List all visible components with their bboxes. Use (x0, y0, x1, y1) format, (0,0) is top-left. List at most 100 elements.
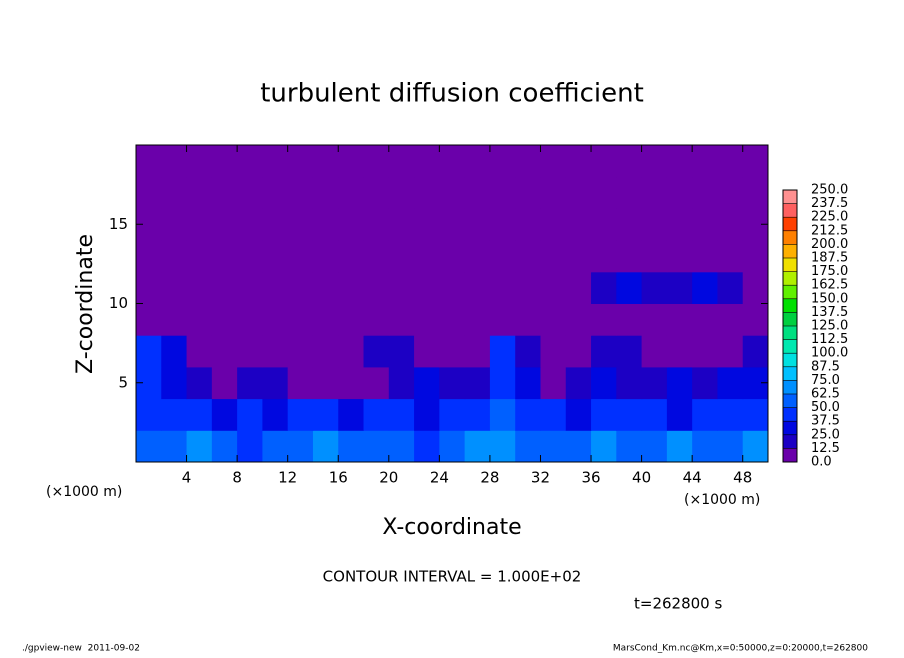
heatmap-cell (211, 208, 238, 241)
heatmap-cell (161, 303, 188, 336)
colorbar-frame (782, 189, 798, 463)
heatmap-cell (439, 303, 466, 336)
y-tick-label: 15 (109, 215, 128, 233)
colorbar-swatch (783, 326, 797, 340)
x-tick-label: 48 (733, 469, 752, 487)
heatmap-cell (161, 398, 188, 431)
heatmap-cell (692, 335, 718, 368)
colorbar-swatch (783, 380, 797, 394)
heatmap-cell (414, 303, 440, 336)
heatmap-cell (515, 335, 541, 368)
heatmap-cell (287, 271, 314, 304)
heatmap-cell (388, 271, 415, 304)
heatmap-cell (565, 366, 592, 400)
heatmap-cell (565, 335, 592, 368)
heatmap-cell (237, 303, 263, 336)
heatmap-cell (616, 271, 643, 304)
heatmap-cell (287, 335, 314, 368)
heatmap-cell (161, 335, 188, 368)
heatmap-cell (338, 176, 365, 209)
heatmap-cell (489, 208, 516, 241)
heatmap-cell (641, 398, 668, 431)
heatmap-cell (312, 366, 339, 400)
heatmap-cell (742, 145, 769, 178)
heatmap-cell (641, 271, 668, 304)
heatmap-cell (186, 145, 213, 178)
heatmap-cell (237, 430, 263, 463)
heatmap-cell (489, 366, 516, 400)
heatmap-cell (287, 430, 314, 463)
heatmap-cell (338, 366, 365, 400)
heatmap-cell (641, 145, 668, 178)
heatmap-cell (262, 366, 289, 400)
heatmap-cell (591, 303, 617, 336)
heatmap-cell (717, 303, 744, 336)
heatmap-cell (641, 366, 668, 400)
heatmap-cell (262, 398, 289, 431)
heatmap-cell (515, 240, 541, 273)
x-tick-label: 32 (531, 469, 550, 487)
colorbar-swatch (783, 203, 797, 218)
heatmap-cell (262, 335, 289, 368)
heatmap-cell (692, 430, 718, 463)
heatmap-cell (237, 398, 263, 431)
x-unit-label: (×1000 m) (684, 492, 760, 508)
heatmap-cell (742, 303, 769, 336)
heatmap-cell (287, 366, 314, 400)
heatmap-cell (666, 303, 693, 336)
colorbar-label: 62.5 (811, 387, 840, 402)
heatmap-cell (464, 176, 491, 209)
heatmap-cell (489, 303, 516, 336)
heatmap-cell (591, 145, 617, 178)
heatmap-cell (237, 208, 263, 241)
colorbar-swatch (783, 298, 797, 313)
heatmap-cell (338, 271, 365, 304)
heatmap-cell (439, 145, 466, 178)
heatmap-cell (186, 366, 213, 400)
heatmap-cell (211, 335, 238, 368)
heatmap-cell (515, 398, 541, 431)
heatmap-cell (489, 335, 516, 368)
heatmap-cell (287, 145, 314, 178)
heatmap-cell (515, 271, 541, 304)
colorbar-swatch (783, 312, 797, 326)
heatmap-cell (717, 366, 744, 400)
heatmap-cell (565, 303, 592, 336)
heatmap-cell (717, 430, 744, 463)
colorbar-label: 25.0 (811, 427, 840, 442)
heatmap-cell (363, 398, 390, 431)
heatmap-cell (666, 145, 693, 178)
colorbar-swatch (783, 190, 797, 204)
heatmap-cell (616, 366, 643, 400)
heatmap-cell (237, 240, 263, 273)
heatmap-cell (363, 208, 390, 241)
heatmap-cell (565, 145, 592, 178)
colorbar-swatch (783, 448, 797, 462)
heatmap-cell (161, 145, 188, 178)
heatmap-cell (439, 335, 466, 368)
heatmap-cell (742, 398, 769, 431)
heatmap-cell (692, 240, 718, 273)
heatmap-cell (717, 335, 744, 368)
heatmap-cell (565, 240, 592, 273)
x-axis-label: X-coordinate (382, 515, 521, 540)
heatmap-cell (211, 303, 238, 336)
colorbar-label: 250.0 (811, 183, 848, 198)
x-unit-label: (×1000 m) (46, 484, 122, 500)
heatmap-cell (211, 366, 238, 400)
heatmap-cell (161, 366, 188, 400)
heatmap-cell (287, 240, 314, 273)
heatmap-cell (414, 208, 440, 241)
heatmap-cell (312, 303, 339, 336)
heatmap-cell (540, 398, 567, 431)
x-tick-label: 24 (430, 469, 449, 487)
heatmap-cell (312, 176, 339, 209)
heatmap-cell (540, 303, 567, 336)
colorbar-label: 75.0 (811, 373, 840, 388)
heatmap-cell (186, 335, 213, 368)
heatmap-cell (616, 176, 643, 209)
heatmap-cell (439, 430, 466, 463)
y-axis-label: Z-coordinate (73, 234, 98, 374)
colorbar-label: 112.5 (811, 332, 848, 347)
